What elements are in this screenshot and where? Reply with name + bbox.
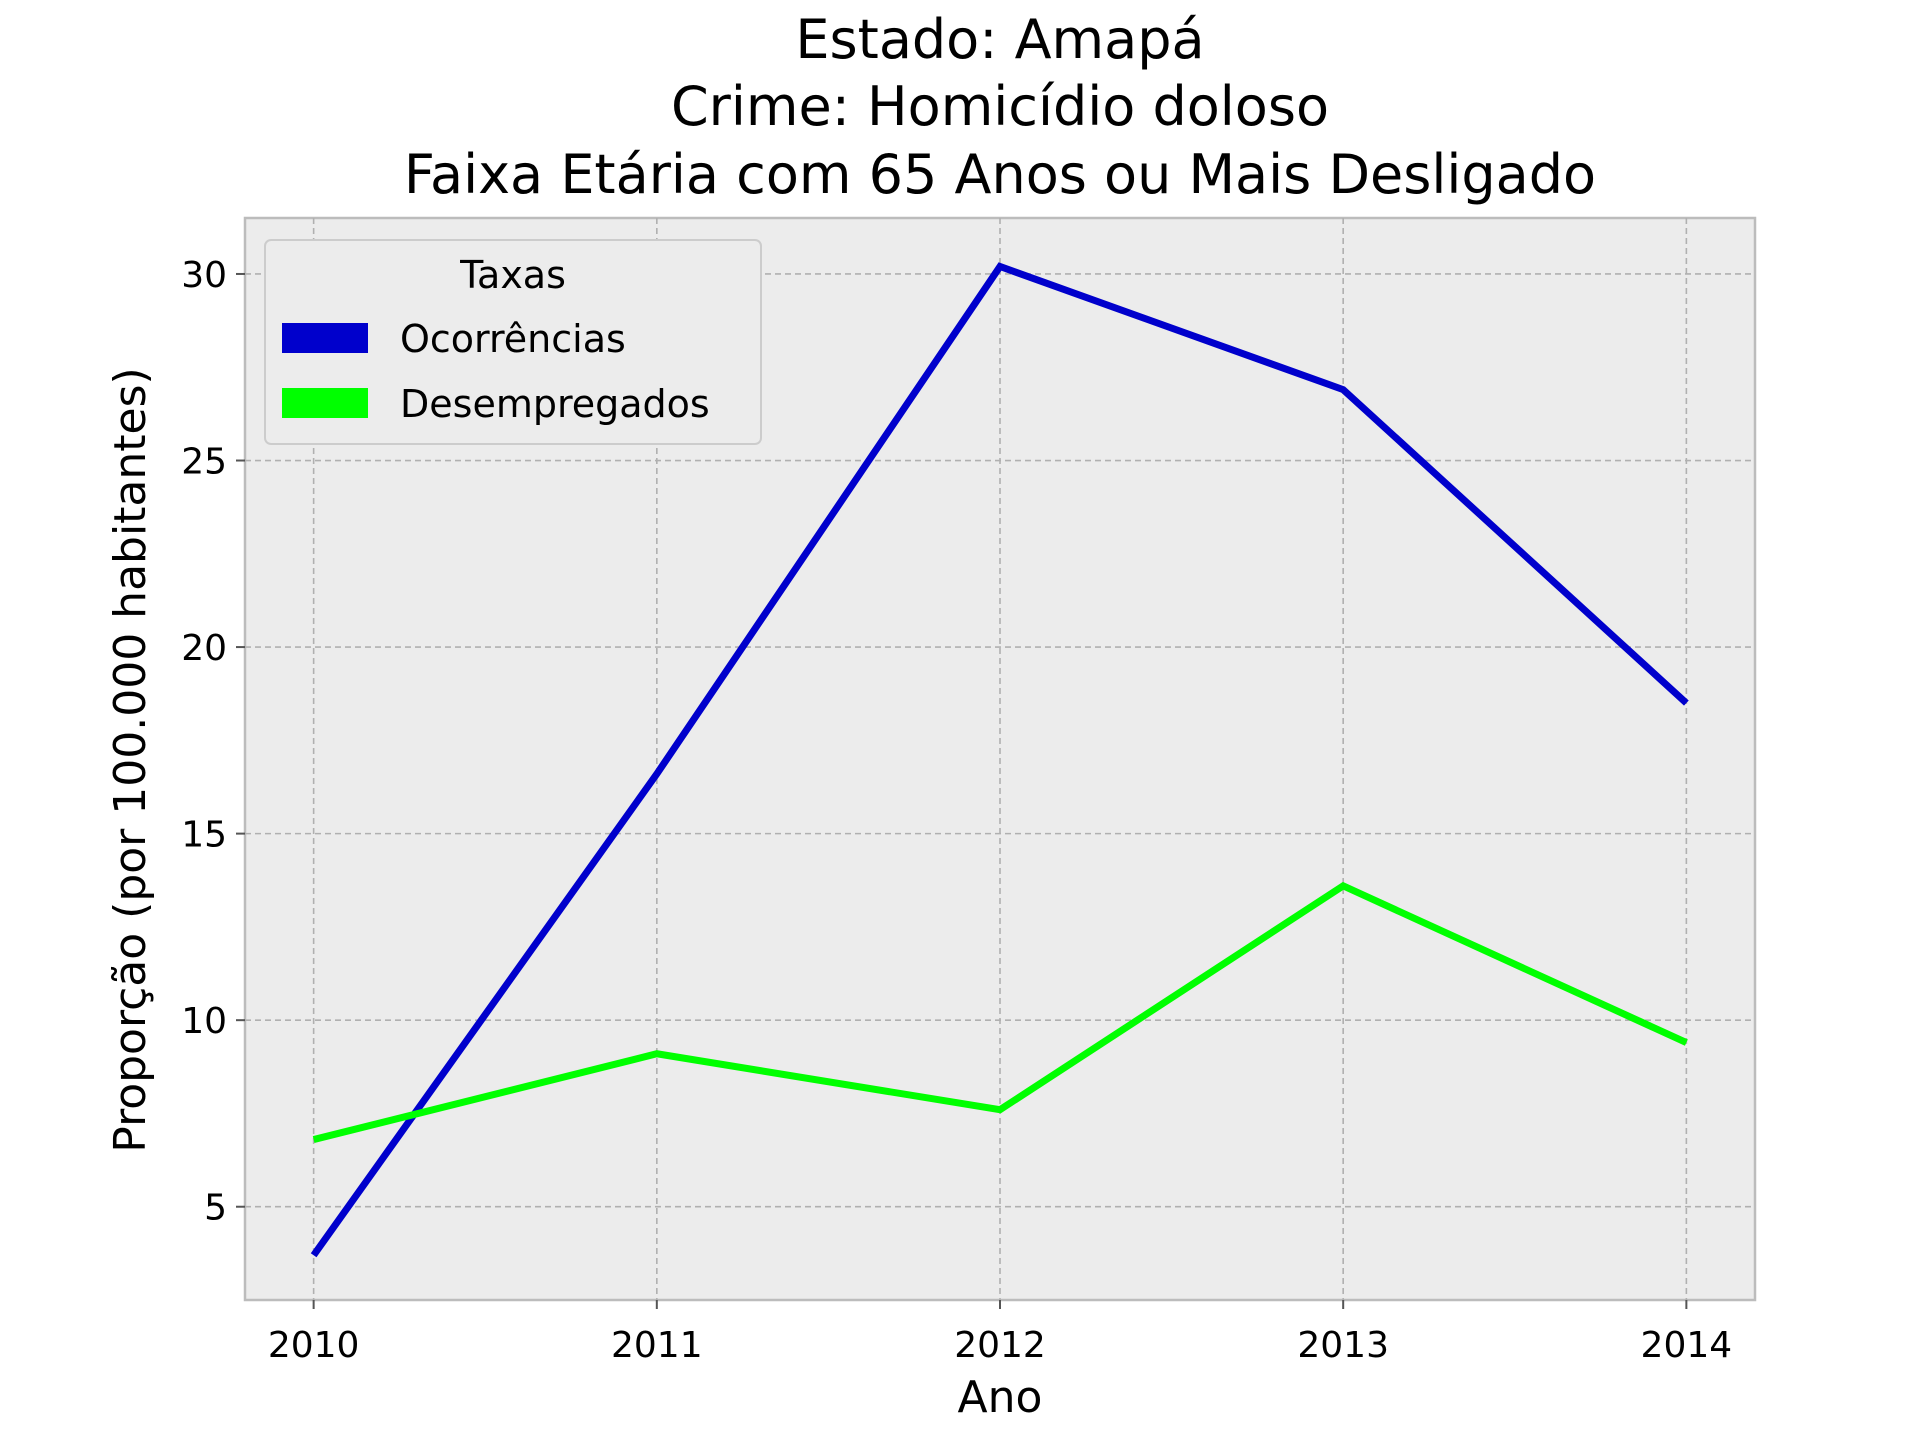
y-tick-label: 5 [204,1188,227,1229]
series-line-ocorrencias [310,262,1689,1258]
legend-label-ocorrencias: Ocorrências [400,317,626,361]
series-line-desempregados [312,881,1688,1143]
x-tick-label: 2012 [954,1325,1046,1366]
legend-swatch-ocorrencias [282,323,368,353]
x-tick-label: 2014 [1641,1325,1733,1366]
y-tick-label: 20 [181,628,227,669]
legend: Taxas Ocorrências Desempregados [264,239,762,445]
x-tick-label: 2010 [268,1325,360,1366]
y-axis-label: Proporção (por 100.000 habitantes) [105,367,156,1152]
y-tick-label: 25 [181,442,227,483]
chart-title-line-1: Estado: Amapá [795,8,1204,71]
chart-title-line-3: Faixa Etária com 65 Anos ou Mais Desliga… [404,143,1596,206]
legend-box [264,239,762,445]
axis-ticks: 2010 2011 2012 2013 2014 5 10 15 20 25 30 [181,255,1732,1366]
legend-label-desempregados: Desempregados [400,382,710,426]
legend-title: Taxas [459,253,566,297]
series-lines [310,262,1689,1258]
x-axis-label: Ano [958,1372,1043,1423]
x-tick-label: 2013 [1297,1325,1389,1366]
y-tick-label: 30 [181,255,227,296]
y-tick-label: 15 [181,815,227,856]
y-tick-label: 10 [181,1001,227,1042]
chart-title-line-2: Crime: Homicídio doloso [671,75,1329,138]
x-tick-label: 2011 [611,1325,703,1366]
legend-swatch-desempregados [282,388,368,418]
